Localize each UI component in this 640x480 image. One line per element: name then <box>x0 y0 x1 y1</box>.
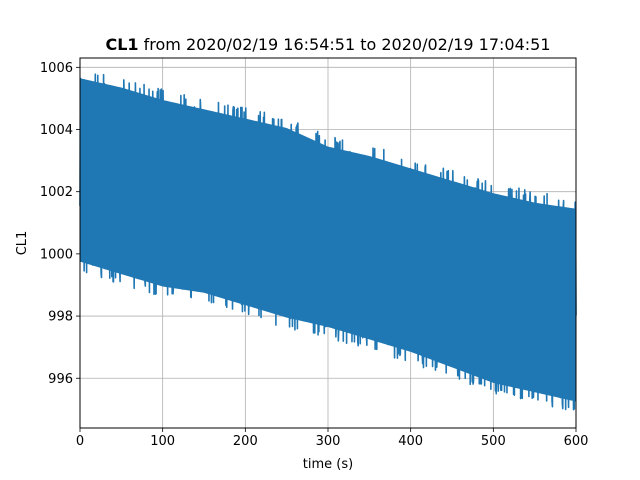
x-tick-label: 500 <box>481 434 506 449</box>
y-tick-label: 998 <box>48 310 73 325</box>
x-tick-label: 600 <box>564 434 589 449</box>
x-axis: 0 100 200 300 400 500 600 <box>76 428 589 449</box>
title-bold: CL1 <box>105 35 138 54</box>
chart-title: CL1 from 2020/02/19 16:54:51 to 2020/02/… <box>105 35 550 54</box>
x-axis-label: time (s) <box>303 457 353 472</box>
y-tick-label: 1002 <box>40 185 73 200</box>
series-cl1 <box>79 73 577 411</box>
y-tick-label: 1000 <box>40 247 73 262</box>
y-tick-label: 1006 <box>40 61 73 76</box>
y-tick-label: 996 <box>48 372 73 387</box>
title-rest: from 2020/02/19 16:54:51 to 2020/02/19 1… <box>139 35 551 54</box>
x-tick-label: 0 <box>76 434 84 449</box>
x-tick-label: 200 <box>233 434 258 449</box>
x-tick-label: 400 <box>398 434 423 449</box>
x-tick-label: 100 <box>150 434 175 449</box>
y-axis-label: CL1 <box>15 231 30 256</box>
y-tick-label: 1004 <box>40 123 73 138</box>
x-tick-label: 300 <box>316 434 341 449</box>
y-axis: 996 998 1000 1002 1004 1006 <box>40 61 80 387</box>
series-fill <box>80 78 576 402</box>
